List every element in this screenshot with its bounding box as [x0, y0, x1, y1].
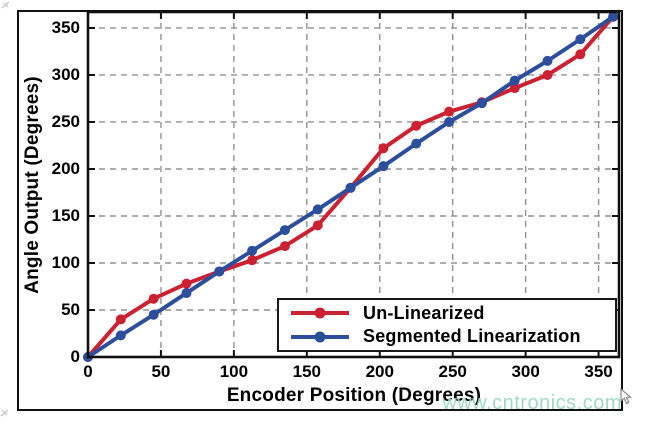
data-point	[509, 83, 520, 94]
y-tick-label: 350	[51, 17, 80, 37]
data-point	[608, 11, 619, 22]
y-axis-title: Angle Output (Degrees)	[22, 76, 43, 294]
data-point	[345, 182, 356, 193]
data-point	[247, 255, 258, 266]
legend-label-segmented: Segmented Linearization	[363, 326, 581, 347]
data-point	[378, 143, 389, 154]
data-point	[279, 241, 290, 252]
legend: Un-Linearized Segmented Linearization	[277, 298, 617, 352]
x-tick-label: 50	[151, 362, 171, 381]
y-tick-label: 300	[51, 64, 80, 84]
data-point	[181, 278, 192, 289]
corner-artifact-mark	[1, 1, 10, 9]
y-tick-label: 100	[51, 252, 80, 272]
data-point	[181, 288, 192, 299]
x-tick-label: 0	[83, 362, 93, 381]
data-point	[542, 55, 553, 66]
x-tick-label: 250	[438, 362, 467, 381]
data-point	[444, 106, 455, 117]
y-tick-label: 50	[61, 299, 80, 319]
data-point	[148, 293, 159, 304]
data-point	[444, 116, 455, 127]
data-point	[411, 120, 422, 131]
x-tick-label: 100	[219, 362, 249, 381]
data-point	[575, 34, 586, 45]
data-point	[115, 314, 126, 325]
legend-label-unlinearized: Un-Linearized	[363, 302, 485, 323]
data-point	[115, 330, 126, 341]
legend-item-segmented: Segmented Linearization	[289, 326, 615, 348]
x-tick-label: 350	[584, 362, 613, 381]
watermark: www.cntronics.com	[442, 392, 622, 414]
corner-artifact-mark	[0, 409, 9, 417]
y-tick-label: 250	[51, 111, 80, 131]
data-point	[214, 266, 225, 277]
data-point	[378, 161, 389, 172]
y-tick-label: 150	[51, 205, 80, 225]
x-axis-title: Encoder Position (Degrees)	[226, 385, 482, 406]
data-point	[312, 220, 323, 231]
y-tick-label: 200	[51, 158, 80, 178]
data-point	[247, 245, 258, 256]
data-point	[575, 49, 586, 60]
x-tick-label: 150	[292, 362, 321, 381]
data-point	[542, 69, 553, 80]
data-point	[312, 204, 323, 215]
legend-line-marker-red-icon	[291, 307, 349, 319]
data-point	[476, 98, 487, 109]
data-point	[411, 138, 422, 149]
legend-item-unlinearized: Un-Linearized	[289, 302, 615, 324]
x-tick-label: 300	[511, 362, 540, 381]
data-point	[509, 75, 520, 86]
mouse-cursor-icon	[620, 388, 633, 405]
data-point	[148, 309, 159, 320]
y-tick-label: 0	[70, 347, 80, 366]
data-point	[279, 225, 290, 236]
x-tick-label: 200	[365, 362, 394, 381]
legend-line-marker-blue-icon	[291, 331, 349, 343]
plot-frame	[86, 10, 621, 359]
